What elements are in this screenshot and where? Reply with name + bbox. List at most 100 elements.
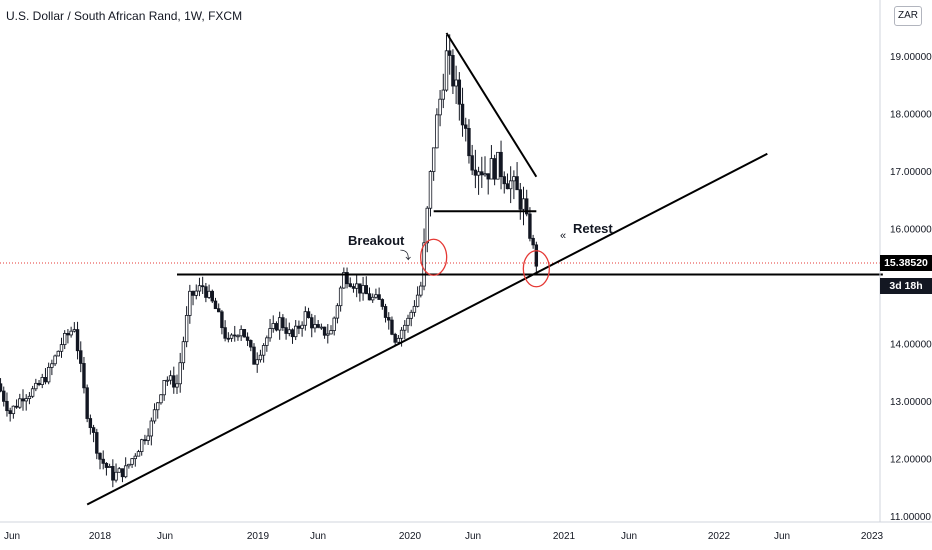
candle bbox=[133, 453, 137, 467]
candle bbox=[435, 108, 439, 149]
candle bbox=[342, 267, 346, 289]
candle bbox=[380, 298, 385, 310]
candle bbox=[213, 297, 218, 310]
candle bbox=[56, 350, 60, 357]
descending-trendline[interactable] bbox=[445, 32, 538, 178]
candle bbox=[156, 401, 160, 419]
breakout-arrow-icon: ⤵ bbox=[400, 250, 411, 262]
x-tick-label: Jun bbox=[621, 531, 637, 542]
candle bbox=[72, 322, 77, 333]
x-tick-label: Jun bbox=[157, 531, 173, 542]
candle bbox=[287, 322, 291, 337]
y-tick-label: 18.00000 bbox=[890, 110, 932, 121]
candle bbox=[326, 324, 330, 344]
candle bbox=[393, 332, 397, 346]
candle bbox=[316, 320, 320, 329]
price-axis: 19.00000 18.00000 17.00000 16.00000 14.00000… bbox=[890, 52, 932, 523]
candle bbox=[303, 306, 308, 331]
candle bbox=[383, 303, 388, 323]
candle bbox=[233, 325, 237, 342]
candle bbox=[30, 385, 35, 399]
candle bbox=[75, 321, 80, 360]
candle bbox=[281, 314, 285, 331]
candle bbox=[476, 166, 481, 195]
candle bbox=[197, 277, 202, 297]
candle bbox=[8, 407, 12, 422]
candle bbox=[18, 393, 22, 410]
currency-button[interactable]: ZAR bbox=[894, 6, 922, 26]
candle bbox=[261, 343, 266, 363]
candle bbox=[358, 283, 362, 302]
candle bbox=[168, 370, 173, 385]
candle bbox=[159, 394, 163, 405]
candle bbox=[207, 284, 211, 299]
candle bbox=[371, 293, 375, 303]
candle bbox=[512, 170, 516, 200]
candle bbox=[165, 376, 170, 386]
last-price-tag: 15.38520 bbox=[880, 255, 932, 271]
candle bbox=[140, 438, 144, 456]
time-axis: Jun 2018 Jun 2019 Jun 2020 Jun 2021 Jun 2022 Jun 20… bbox=[4, 531, 884, 542]
candle bbox=[223, 320, 227, 342]
x-tick-label: 2021 bbox=[553, 531, 576, 542]
candle bbox=[152, 403, 157, 424]
candle bbox=[162, 380, 166, 401]
candle bbox=[104, 462, 109, 476]
candle bbox=[486, 173, 490, 195]
x-tick-label: 2022 bbox=[708, 531, 731, 542]
candle bbox=[403, 320, 407, 340]
candle bbox=[297, 320, 301, 335]
retest-circle[interactable] bbox=[522, 250, 550, 288]
candle bbox=[229, 333, 234, 342]
x-tick-label: Jun bbox=[774, 531, 790, 542]
candle bbox=[130, 457, 134, 468]
candle bbox=[120, 468, 125, 483]
candle bbox=[492, 154, 497, 186]
candle bbox=[441, 73, 445, 109]
candle bbox=[374, 288, 378, 299]
candle bbox=[95, 428, 99, 460]
countdown-tag: 3d 18h bbox=[880, 278, 932, 294]
candle bbox=[505, 173, 510, 190]
candle bbox=[428, 170, 433, 217]
candle bbox=[354, 274, 359, 298]
chart-title: U.S. Dollar / South African Rand, 1W, FX… bbox=[6, 9, 243, 23]
y-tick-label: 11.00000 bbox=[890, 512, 931, 523]
candle bbox=[136, 449, 141, 457]
candle bbox=[59, 337, 64, 358]
candle bbox=[40, 373, 44, 389]
candle bbox=[88, 414, 93, 435]
candle bbox=[473, 149, 478, 189]
rising-support-line[interactable] bbox=[86, 152, 768, 506]
candle bbox=[489, 145, 494, 180]
candle bbox=[470, 144, 474, 176]
candle bbox=[46, 362, 51, 385]
candle bbox=[332, 316, 336, 336]
candle bbox=[27, 392, 32, 405]
candle bbox=[300, 321, 304, 337]
candle bbox=[415, 286, 420, 308]
candle bbox=[43, 368, 48, 385]
candles-layer bbox=[0, 34, 539, 488]
x-tick-label: 2023 bbox=[861, 531, 884, 542]
candle bbox=[91, 424, 96, 443]
candle bbox=[294, 319, 298, 341]
candle bbox=[114, 463, 118, 483]
candle bbox=[345, 267, 349, 289]
candle bbox=[210, 289, 214, 304]
candle bbox=[319, 323, 324, 330]
candle bbox=[204, 282, 208, 303]
candle bbox=[483, 156, 487, 177]
breakout-circle[interactable] bbox=[420, 238, 448, 276]
x-tick-label: 2019 bbox=[247, 531, 270, 542]
candle bbox=[184, 306, 189, 348]
candle bbox=[268, 318, 272, 342]
candle bbox=[284, 318, 288, 340]
candle bbox=[518, 182, 522, 220]
candle bbox=[444, 34, 449, 92]
candle bbox=[515, 162, 519, 191]
candle bbox=[123, 457, 128, 479]
candle bbox=[406, 314, 410, 333]
candle bbox=[188, 284, 192, 324]
